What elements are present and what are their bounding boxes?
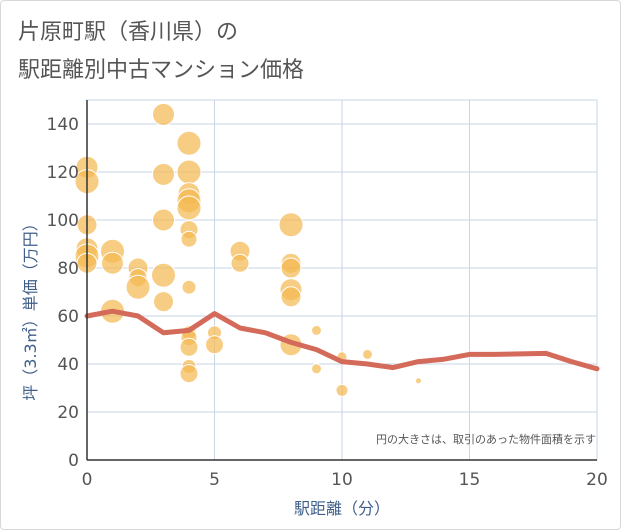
bubble-point <box>151 262 176 288</box>
bubble-point <box>280 257 302 279</box>
bubble-point <box>230 253 250 273</box>
bubble-point <box>179 364 199 384</box>
bubble-point <box>311 363 322 375</box>
y-tick-label: 80 <box>57 259 79 279</box>
bubble-point <box>152 162 175 186</box>
bubble-point <box>125 274 151 300</box>
axes <box>86 100 597 461</box>
bubble-point <box>278 212 304 238</box>
y-tick-label: 20 <box>57 403 79 423</box>
x-tick-label: 10 <box>331 470 353 490</box>
chart-title-line1: 片原町駅（香川県）の <box>18 20 239 45</box>
y-tick-label: 40 <box>57 355 79 375</box>
x-tick-label: 20 <box>586 470 608 490</box>
trend-layer <box>84 308 600 372</box>
y-tick-label: 120 <box>47 163 79 183</box>
bubble-point <box>176 195 202 221</box>
bubble-point <box>415 377 422 385</box>
chart-title: 片原町駅（香川県）の 駅距離別中古マンション価格 <box>18 14 304 90</box>
bubble-point <box>152 208 175 232</box>
x-tick-label: 15 <box>459 470 481 490</box>
trend-line <box>84 308 600 372</box>
y-tick-label: 140 <box>47 115 79 135</box>
bubble-point <box>205 335 224 355</box>
y-tick-label: 60 <box>57 307 79 327</box>
bubble-point <box>176 159 202 185</box>
chart-title-line2: 駅距離別中古マンション価格 <box>18 58 305 83</box>
x-axis-label: 駅距離（分） <box>294 499 390 518</box>
bubble-point <box>152 102 175 126</box>
bubble-point <box>153 291 174 313</box>
size-note: 円の大きさは、取引のあった物件面積を示す <box>376 432 596 446</box>
grid-lines <box>86 99 598 461</box>
x-tick-label: 5 <box>209 470 220 490</box>
y-tick-label: 100 <box>47 211 79 231</box>
tick-labels: 0 20 40 60 80 100 120 140 0 5 10 15 20 <box>47 115 608 490</box>
bubble-layer <box>74 102 422 397</box>
bubble-point <box>179 337 199 357</box>
y-axis-label: 坪（3.3㎡）単価（万円） <box>21 215 40 400</box>
bubble-point <box>176 130 202 156</box>
bubble-point <box>362 348 373 360</box>
y-tick-label: 0 <box>68 451 79 471</box>
bubble-point <box>335 383 349 397</box>
bubble-point <box>181 279 197 295</box>
bubble-point <box>180 230 198 248</box>
bubble-point <box>280 286 302 308</box>
bubble-point <box>101 251 124 275</box>
x-tick-label: 0 <box>82 470 93 490</box>
bubble-point <box>311 324 322 336</box>
